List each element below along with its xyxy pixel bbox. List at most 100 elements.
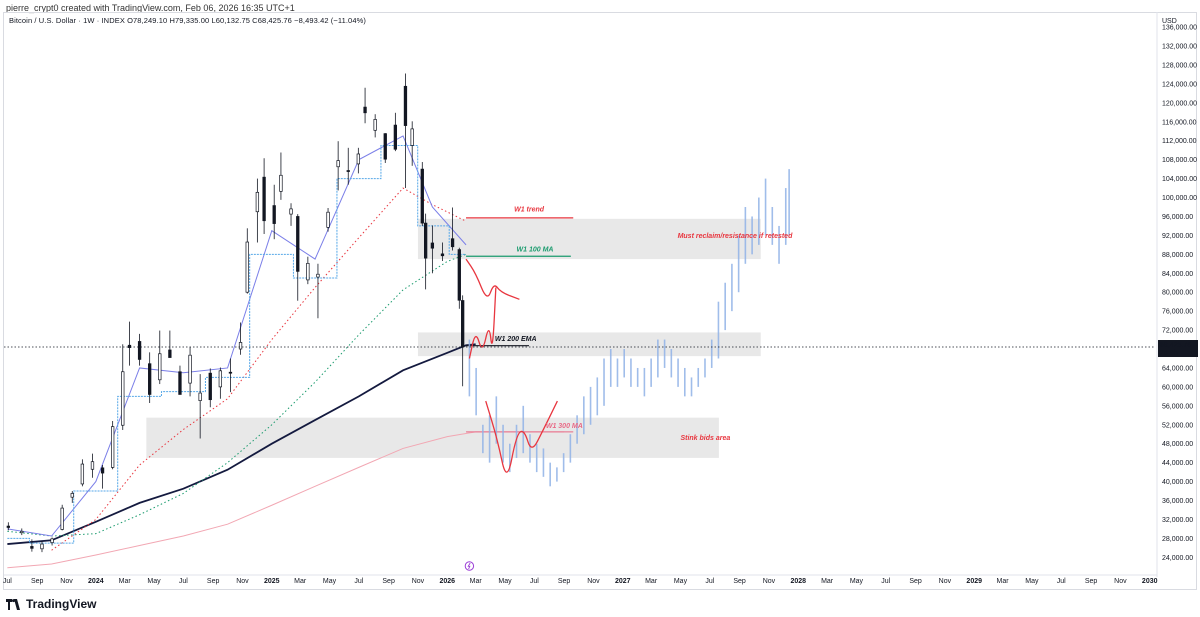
candle-body [80,463,85,485]
x-tick-label: 2025 [264,578,280,585]
x-tick-label: Jul [179,578,188,585]
candle-body [336,160,340,168]
x-tick-label: Mar [119,578,132,585]
candle-body [20,530,24,534]
y-tick-label: 60,000.00 [1162,384,1193,391]
candle-body [188,354,192,384]
y-tick-label: 92,000.00 [1162,233,1193,240]
ma-line-w1-trend [51,187,467,551]
candle-body [440,253,445,257]
y-tick-label: 96,000.00 [1162,214,1193,221]
candle-body [363,106,367,114]
candle-body [60,507,64,530]
y-tick-label: 120,000.00 [1162,100,1197,107]
y-tick-label: 124,000.00 [1162,81,1197,88]
x-tick-label: Nov [763,578,776,585]
candle-body [393,124,398,150]
candle-body [461,300,465,348]
annotation-label: W1 100 MA [517,246,554,253]
y-tick-label: 52,000.00 [1162,422,1193,429]
x-tick-label: May [498,578,512,585]
candle-body [228,371,233,374]
x-tick-label: May [674,578,688,585]
y-tick-label: 24,000.00 [1162,555,1193,562]
y-tick-label: 72,000.00 [1162,328,1193,335]
chart-frame [3,12,1197,590]
candle-body [289,208,293,215]
y-tick-label: 88,000.00 [1162,252,1193,259]
x-tick-label: Nov [587,578,600,585]
y-tick-label: 48,000.00 [1162,441,1193,448]
y-tick-label: 132,000.00 [1162,44,1197,51]
y-tick-label: 116,000.00 [1162,119,1197,126]
candle-body [168,349,172,358]
candle-body [137,341,142,360]
candle-body [30,546,34,549]
candle-body [346,170,350,172]
candle-body [403,85,408,126]
x-tick-label: May [1025,578,1039,585]
hand-drawn-path-2 [485,400,558,473]
tradingview-brand: TradingView [26,597,97,611]
x-tick-label: Jul [3,578,12,585]
candle-body [100,467,105,474]
candle-body [272,205,276,224]
x-tick-label: Nov [1114,578,1127,585]
y-tick-label: 56,000.00 [1162,403,1193,410]
zone-box-0 [417,218,761,260]
candle-body [383,133,387,160]
x-tick-label: Nov [236,578,249,585]
credit-line: pierre_crypt0 created with TradingView.c… [6,3,295,13]
x-tick-label: Sep [382,578,395,585]
y-tick-label: 80,000.00 [1162,290,1193,297]
x-tick-label: Sep [207,578,220,585]
candle-body [158,353,162,381]
x-tick-label: Nov [412,578,425,585]
x-tick-label: Sep [558,578,571,585]
y-tick-label: 108,000.00 [1162,157,1197,164]
candle-body [450,238,455,248]
x-tick-label: Sep [733,578,746,585]
x-tick-label: Mar [645,578,658,585]
x-tick-label: 2029 [966,578,982,585]
currency-label: USD [1162,18,1177,25]
zone-box-2 [146,417,719,458]
x-tick-label: May [850,578,864,585]
symbol-ohlc-line: Bitcoin / U.S. Dollar · 1W · INDEX O78,2… [9,16,366,25]
candle-body [111,426,115,468]
y-tick-label: 128,000.00 [1162,62,1197,69]
y-tick-label: 136,000.00 [1162,25,1197,32]
last-price-value: 68,425.76 [1160,342,1191,349]
x-tick-label: 2026 [439,578,455,585]
x-tick-label: Jul [705,578,714,585]
candle-body [356,153,360,165]
x-tick-label: 2030 [1142,578,1158,585]
annotation-label: W1 trend [514,207,545,214]
x-tick-label: Nov [939,578,952,585]
x-tick-label: Mar [997,578,1010,585]
candle-body [410,128,414,146]
annotation-label: W1 300 MA [546,423,583,430]
lightning-icon [467,562,471,570]
x-tick-label: 2024 [88,578,104,585]
candle-body [457,249,461,301]
x-tick-label: May [147,578,161,585]
y-tick-label: 112,000.00 [1162,138,1197,145]
x-tick-label: 2028 [790,578,806,585]
candle-body [430,242,435,249]
candle-body [148,363,152,395]
y-tick-label: 104,000.00 [1162,176,1197,183]
candle-body [423,222,428,259]
y-tick-label: 36,000.00 [1162,498,1193,505]
candle-body [420,168,424,224]
candle-body [316,273,320,278]
ma-line-w1-300-ma [7,431,565,569]
y-tick-label: 32,000.00 [1162,517,1193,524]
tradingview-logo-icon [6,598,20,610]
candle-body [40,543,44,550]
candle-body [326,211,330,228]
ma-line-20-ema [7,135,467,537]
x-tick-label: Jul [1057,578,1066,585]
candle-body [121,371,125,426]
